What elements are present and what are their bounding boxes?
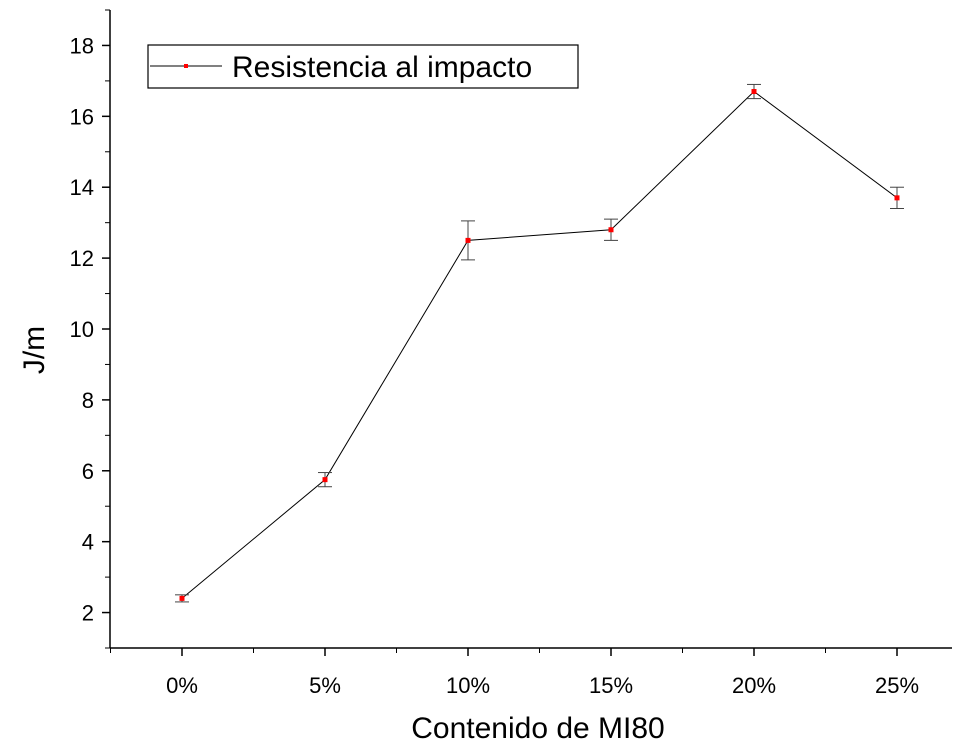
x-tick-label: 0%	[166, 673, 198, 698]
axes	[109, 10, 952, 649]
legend: Resistencia al impacto	[147, 44, 579, 89]
legend-label: Resistencia al impacto	[232, 51, 532, 84]
data-point	[322, 477, 328, 483]
data-point	[751, 89, 757, 95]
legend-marker	[184, 64, 188, 68]
x-ticks: 0% 5% 10% 15% 20% 25%	[110, 648, 919, 698]
y-tick-label: 14	[70, 175, 94, 200]
x-axis-title: Contenido de MI80	[411, 712, 665, 744]
data-point	[465, 237, 471, 243]
series-line	[181, 90, 898, 599]
y-tick-label: 10	[70, 317, 94, 342]
x-tick-label: 5%	[309, 673, 341, 698]
series-group	[175, 83, 904, 603]
data-point	[179, 595, 185, 601]
data-point	[894, 195, 900, 201]
x-tick-label: 10%	[446, 673, 490, 698]
x-tick-label: 25%	[875, 673, 919, 698]
x-tick-label: 15%	[589, 673, 633, 698]
data-point	[608, 227, 614, 233]
y-axis-title: J/m	[18, 326, 51, 374]
y-tick-label: 18	[70, 33, 94, 58]
y-tick-label: 8	[82, 388, 94, 413]
y-tick-label: 16	[70, 104, 94, 129]
y-tick-label: 12	[70, 246, 94, 271]
y-tick-label: 2	[82, 601, 94, 626]
x-tick-label: 20%	[732, 673, 776, 698]
y-tick-label: 6	[82, 459, 94, 484]
y-tick-label: 4	[82, 530, 94, 555]
y-ticks: 2 4 6 8 10 12 14 16 18	[70, 9, 110, 649]
